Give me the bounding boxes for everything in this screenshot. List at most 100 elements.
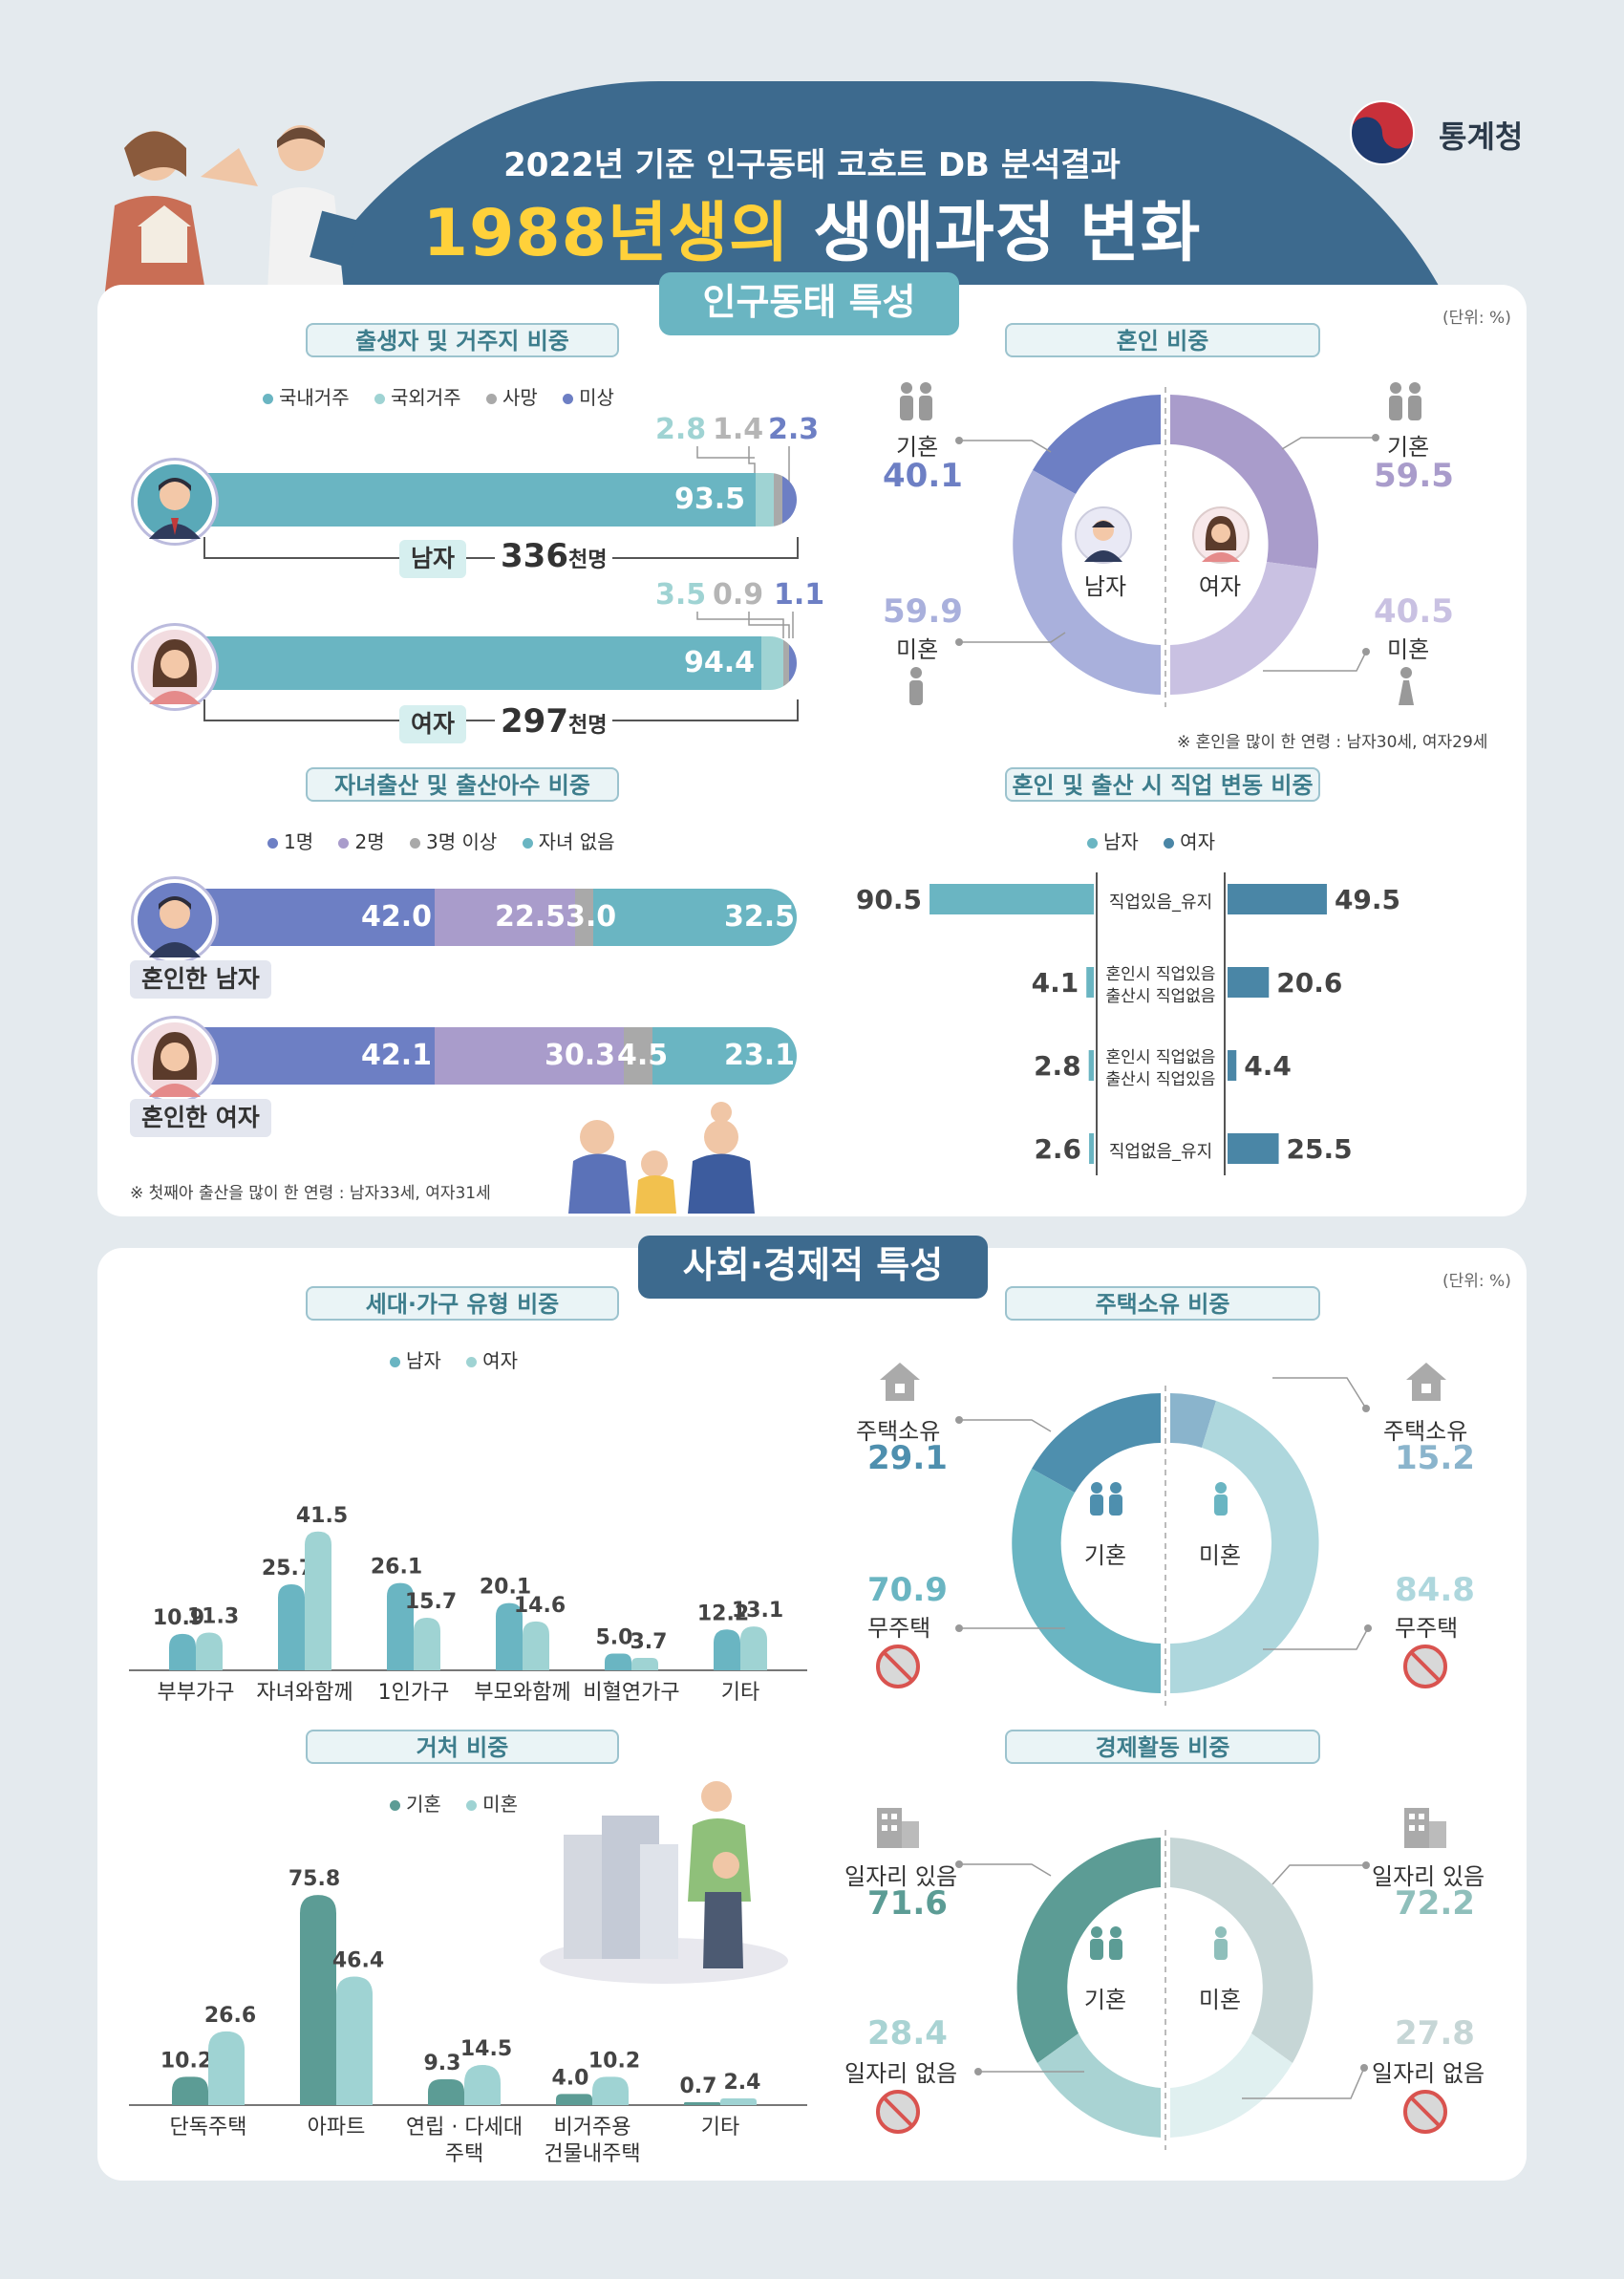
male-residence-bar [172, 473, 797, 527]
marriage-male-avatar [1075, 506, 1132, 564]
job-bar-female [1228, 884, 1327, 914]
housing-title: 주택소유 비중 [1005, 1286, 1320, 1321]
economic-donut [1016, 1830, 1314, 2150]
category-label: 기타 [701, 2116, 739, 2139]
married-job-arc [1016, 1838, 1161, 2063]
single-nojob-leader [1242, 2064, 1368, 2099]
bar-value: 15.7 [405, 1590, 457, 1614]
male-unknown-seg [781, 473, 797, 527]
category-label: 부부가구 [158, 1681, 235, 1705]
econ-single-label: 미혼 [1198, 1987, 1242, 2013]
married-job-value: 71.6 [867, 1884, 948, 1923]
job-bar-female [1228, 967, 1270, 998]
single-none-leader [1263, 1624, 1372, 1650]
single-nojob-label: 일자리 없음 [1372, 2060, 1485, 2087]
legend-res-single: 미혼 [482, 1793, 518, 1816]
single-none-value: 84.8 [1395, 1571, 1475, 1609]
male-death-seg [773, 473, 782, 527]
category-label: 주택 [445, 2142, 483, 2166]
job-bar-female [1228, 1050, 1237, 1081]
male-single-label: 미혼 [896, 636, 939, 663]
male-two-seg [434, 889, 575, 946]
bar-value: 11.3 [187, 1604, 239, 1628]
female-married-arc [1170, 395, 1319, 569]
bar-value: 46.4 [332, 1948, 384, 1972]
job-row-label: 혼인시 직업있음 [1106, 965, 1216, 984]
housing-donut [1012, 1386, 1319, 1706]
female-two-seg [435, 1027, 625, 1085]
bar-value: 20.1 [480, 1576, 531, 1600]
bar-reschart-0 [684, 2102, 720, 2105]
married-nojob-label: 일자리 없음 [844, 2060, 958, 2087]
male-abroad-value: 2.8 [655, 413, 707, 446]
male-single-arc [1013, 470, 1161, 695]
marriage-donut [1013, 387, 1319, 707]
male-count-value: 336 [501, 537, 568, 575]
male-count: 336천명 [495, 537, 613, 575]
married-own-arc [1032, 1393, 1161, 1493]
house-icon-married [880, 1363, 920, 1401]
female-three-label: 4.5 [617, 1039, 669, 1072]
married-own-leader [955, 1416, 1052, 1432]
bar-reschart-1 [336, 1976, 373, 2105]
couple-icon-male [900, 382, 932, 420]
bar-value: 9.3 [424, 2052, 461, 2075]
married-job-label: 일자리 있음 [844, 1863, 958, 1890]
female-residence-bar [172, 636, 797, 690]
male-abroad-seg [756, 473, 774, 527]
married-nojob-leader [974, 2068, 1084, 2075]
female-single-label: 미혼 [1387, 636, 1430, 663]
male-none-seg [593, 889, 797, 946]
female-count-value: 297 [501, 702, 568, 741]
female-abroad-seg [761, 636, 784, 690]
married-none-value: 70.9 [867, 1571, 948, 1609]
bar-value: 75.8 [288, 1867, 340, 1891]
children-legend: 1명 2명 3명 이상 자녀 없음 [267, 827, 634, 854]
job-value-female: 49.5 [1335, 884, 1400, 915]
married-male-face-icon [149, 896, 201, 957]
person-icon-male [909, 667, 923, 705]
econ-single-person-icon [1214, 1926, 1228, 1960]
job-bar-male [930, 884, 1094, 914]
female-married-leader [1281, 434, 1379, 450]
bar-hhchart-0 [714, 1629, 740, 1670]
married-none-label: 무주택 [867, 1615, 931, 1642]
bar-reschart-1 [208, 2031, 245, 2105]
female-single-leader [1263, 648, 1370, 672]
female-married-value: 59.5 [1374, 457, 1454, 495]
male-three-seg [574, 889, 594, 946]
job-row-label: 직업없음_유지 [1109, 1142, 1212, 1162]
birth-residence-title: 출생자 및 거주지 비중 [306, 323, 619, 357]
marriage-female-avatar [1192, 506, 1250, 564]
couple-icon-female [1389, 382, 1421, 420]
female-none-seg [652, 1027, 797, 1085]
female-domestic-label: 94.4 [684, 646, 756, 679]
bar-value: 10.2 [588, 2049, 640, 2073]
housing-married-label: 기혼 [1083, 1542, 1127, 1569]
legend-no-children: 자녀 없음 [538, 830, 615, 853]
bar-value: 2.4 [724, 2071, 761, 2095]
marriage-title: 혼인 비중 [1005, 323, 1320, 357]
marriage-note: ※ 혼인을 많이 한 연령 : 남자30세, 여자29세 [1177, 733, 1488, 752]
section1-title: 인구동태 특성 [659, 272, 959, 335]
male-face-icon [149, 478, 201, 539]
male-two-label: 22.5 [495, 900, 566, 934]
female-count-unit: 천명 [567, 714, 608, 738]
job-value-female: 4.4 [1244, 1050, 1292, 1082]
single-own-arc [1170, 1393, 1216, 1448]
job-row-label: 직업있음_유지 [1109, 892, 1212, 913]
female-unknown-value: 1.1 [774, 578, 825, 612]
job-value-male: 90.5 [856, 884, 922, 915]
male-tag: 남자 [399, 540, 467, 578]
section1-unit: (단위: %) [1442, 309, 1511, 328]
building-icon-married [877, 1808, 919, 1848]
female-one-label: 42.1 [361, 1039, 433, 1072]
male-one-label: 42.0 [361, 900, 433, 934]
single-nojob-value: 27.8 [1395, 2014, 1475, 2053]
bar-value: 13.1 [732, 1599, 783, 1623]
bar-reschart-0 [556, 2094, 592, 2105]
bar-value: 14.6 [514, 1594, 566, 1618]
female-tag: 여자 [399, 705, 467, 743]
bar-hhchart-1 [196, 1632, 223, 1670]
